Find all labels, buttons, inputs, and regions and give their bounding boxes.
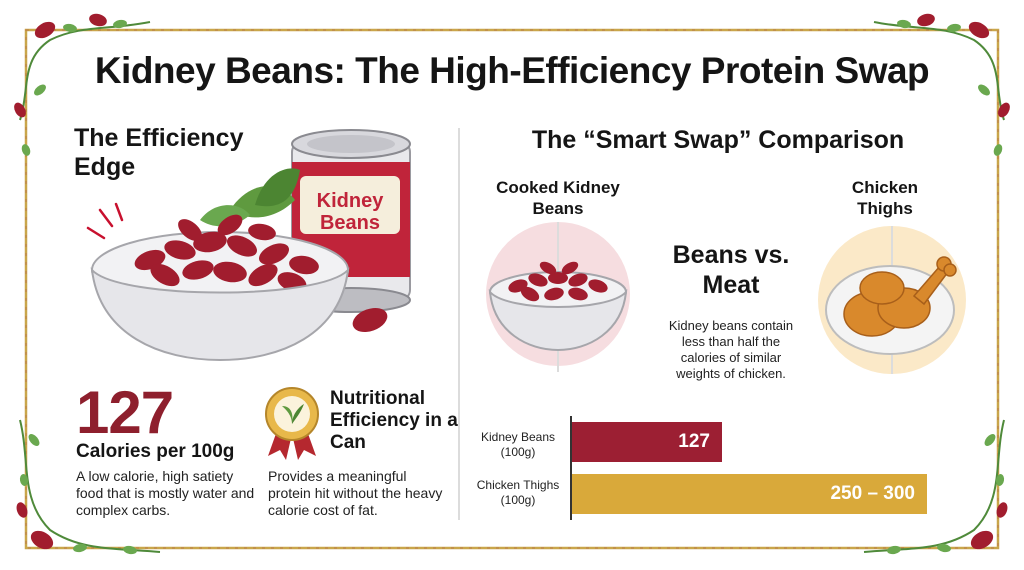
bar-chicken-thighs: 250 – 300 [572, 474, 927, 514]
award-badge-icon [265, 387, 319, 460]
chicken-label: Chicken Thighs [851, 178, 919, 218]
section-divider [458, 128, 460, 520]
data-label-chicken-thighs: 250 – 300 [830, 483, 915, 504]
beans-bowl-can-illustration [86, 129, 411, 362]
tick-label-1: Chicken Thighs (100g) [476, 478, 560, 507]
tick-label-0: Kidney Beans (100g) [480, 430, 556, 459]
calories-unit: Calories per 100g [76, 441, 235, 462]
calories-value: 127 [76, 379, 174, 446]
calories-description: A low calorie, high satiety food that is… [76, 468, 255, 518]
efficiency-heading: The Efficiency Edge [74, 124, 244, 181]
beans-bowl-icon [486, 222, 630, 372]
comparison-heading: The “Smart Swap” Comparison [531, 126, 905, 154]
chicken-plate-icon [818, 226, 966, 374]
badge-title: Nutritional Efficiency in a Can [330, 388, 458, 453]
chart-axis [570, 416, 572, 520]
bar-kidney-beans: 127 [572, 422, 722, 462]
beans-vs-meat: Beans vs. Meat [672, 241, 790, 299]
can-label: Kidney Beans [316, 190, 384, 234]
comparison-note: Kidney beans contain less than half the … [668, 318, 794, 381]
beans-label: Cooked Kidney Beans [496, 178, 620, 218]
badge-description: Provides a meaningful protein hit withou… [268, 468, 443, 518]
page-title: Kidney Beans: The High-Efficiency Protei… [94, 50, 930, 91]
data-label-kidney-beans: 127 [678, 431, 710, 452]
